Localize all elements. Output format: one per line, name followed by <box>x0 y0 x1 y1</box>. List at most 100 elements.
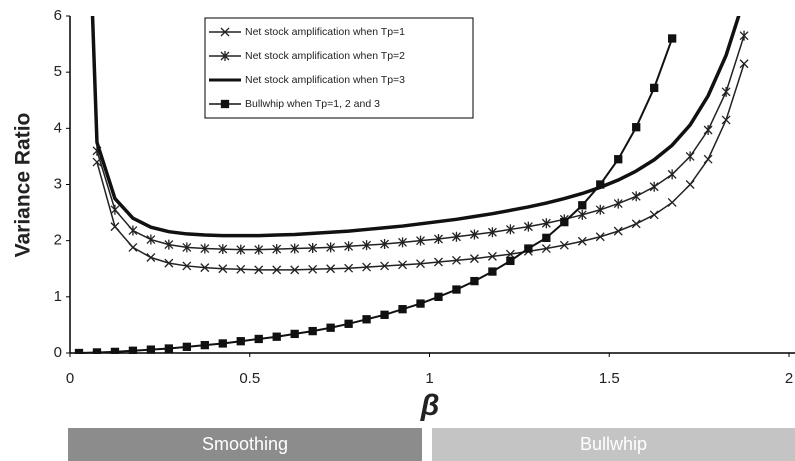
marker <box>577 209 587 220</box>
marker <box>236 244 246 255</box>
legend-box <box>204 17 474 119</box>
marker <box>398 237 407 248</box>
marker <box>236 337 245 346</box>
marker <box>703 154 713 164</box>
y-tick-label: 5 <box>54 63 62 80</box>
marker <box>632 123 641 132</box>
marker <box>308 264 318 274</box>
series-line <box>90 16 741 238</box>
marker <box>218 339 227 348</box>
marker <box>487 251 497 261</box>
y-tick-label: 2 <box>54 232 62 249</box>
marker <box>110 204 120 215</box>
marker <box>272 265 282 275</box>
marker <box>488 267 497 276</box>
marker <box>362 240 372 251</box>
marker <box>74 348 84 354</box>
marker <box>362 262 372 272</box>
marker <box>560 217 569 227</box>
y-tick-label: 4 <box>54 119 62 136</box>
marker <box>92 348 102 354</box>
region-label: Smoothing <box>202 434 288 454</box>
marker <box>613 198 623 209</box>
marker <box>667 169 677 180</box>
marker <box>469 254 479 264</box>
x-tick-label: 0 <box>66 370 74 387</box>
legend-marker <box>220 99 230 109</box>
marker <box>721 86 731 97</box>
marker <box>326 242 336 253</box>
marker <box>452 285 461 294</box>
marker <box>416 259 425 269</box>
legend-label: Net stock amplification when Tp=2 <box>245 50 405 62</box>
marker <box>110 222 120 232</box>
marker <box>416 235 425 246</box>
marker <box>128 225 138 236</box>
marker <box>577 236 587 246</box>
marker <box>254 265 264 275</box>
marker <box>703 125 713 136</box>
marker <box>164 344 174 353</box>
marker <box>182 261 192 271</box>
y-tick-label: 6 <box>54 7 62 24</box>
marker <box>110 347 120 354</box>
marker <box>200 340 209 350</box>
marker <box>739 30 749 41</box>
marker <box>649 181 659 192</box>
marker <box>649 210 659 220</box>
marker <box>344 241 354 252</box>
marker <box>434 257 443 267</box>
marker <box>650 83 659 93</box>
marker <box>739 59 749 69</box>
marker <box>344 263 354 273</box>
marker <box>470 276 479 286</box>
y-tick-label: 1 <box>54 288 62 305</box>
series-line <box>78 38 674 354</box>
marker <box>416 299 425 308</box>
marker <box>254 244 264 255</box>
marker <box>326 264 336 274</box>
marker <box>362 315 371 324</box>
marker <box>398 305 407 314</box>
marker <box>487 227 497 238</box>
marker <box>164 258 174 268</box>
region-label: Bullwhip <box>580 434 647 454</box>
marker <box>541 244 551 253</box>
marker <box>236 264 246 274</box>
marker <box>218 264 228 274</box>
marker <box>290 329 299 339</box>
marker <box>146 345 156 354</box>
marker <box>308 326 317 336</box>
marker <box>200 263 210 273</box>
marker <box>595 204 605 215</box>
marker <box>272 244 282 255</box>
x-tick-label: 0.5 <box>239 370 260 387</box>
marker <box>668 34 677 43</box>
legend-marker <box>220 27 230 37</box>
marker <box>182 342 191 351</box>
marker <box>434 233 443 244</box>
x-axis-label: β <box>420 389 440 422</box>
marker <box>685 180 695 189</box>
marker <box>164 239 174 250</box>
marker <box>380 310 389 319</box>
marker <box>146 253 156 262</box>
marker <box>452 255 461 265</box>
marker <box>542 233 551 243</box>
plot-area <box>74 16 749 354</box>
marker <box>308 242 318 253</box>
region-bar <box>432 428 795 461</box>
marker <box>614 155 623 164</box>
marker <box>344 319 353 328</box>
marker <box>559 240 569 250</box>
marker <box>595 232 605 242</box>
y-tick-label: 0 <box>54 344 62 361</box>
region-bar <box>68 428 422 461</box>
marker <box>721 115 731 125</box>
marker <box>182 242 192 253</box>
marker <box>523 221 533 232</box>
marker <box>524 244 533 253</box>
marker <box>596 180 605 189</box>
marker <box>631 219 641 229</box>
marker <box>578 201 587 210</box>
